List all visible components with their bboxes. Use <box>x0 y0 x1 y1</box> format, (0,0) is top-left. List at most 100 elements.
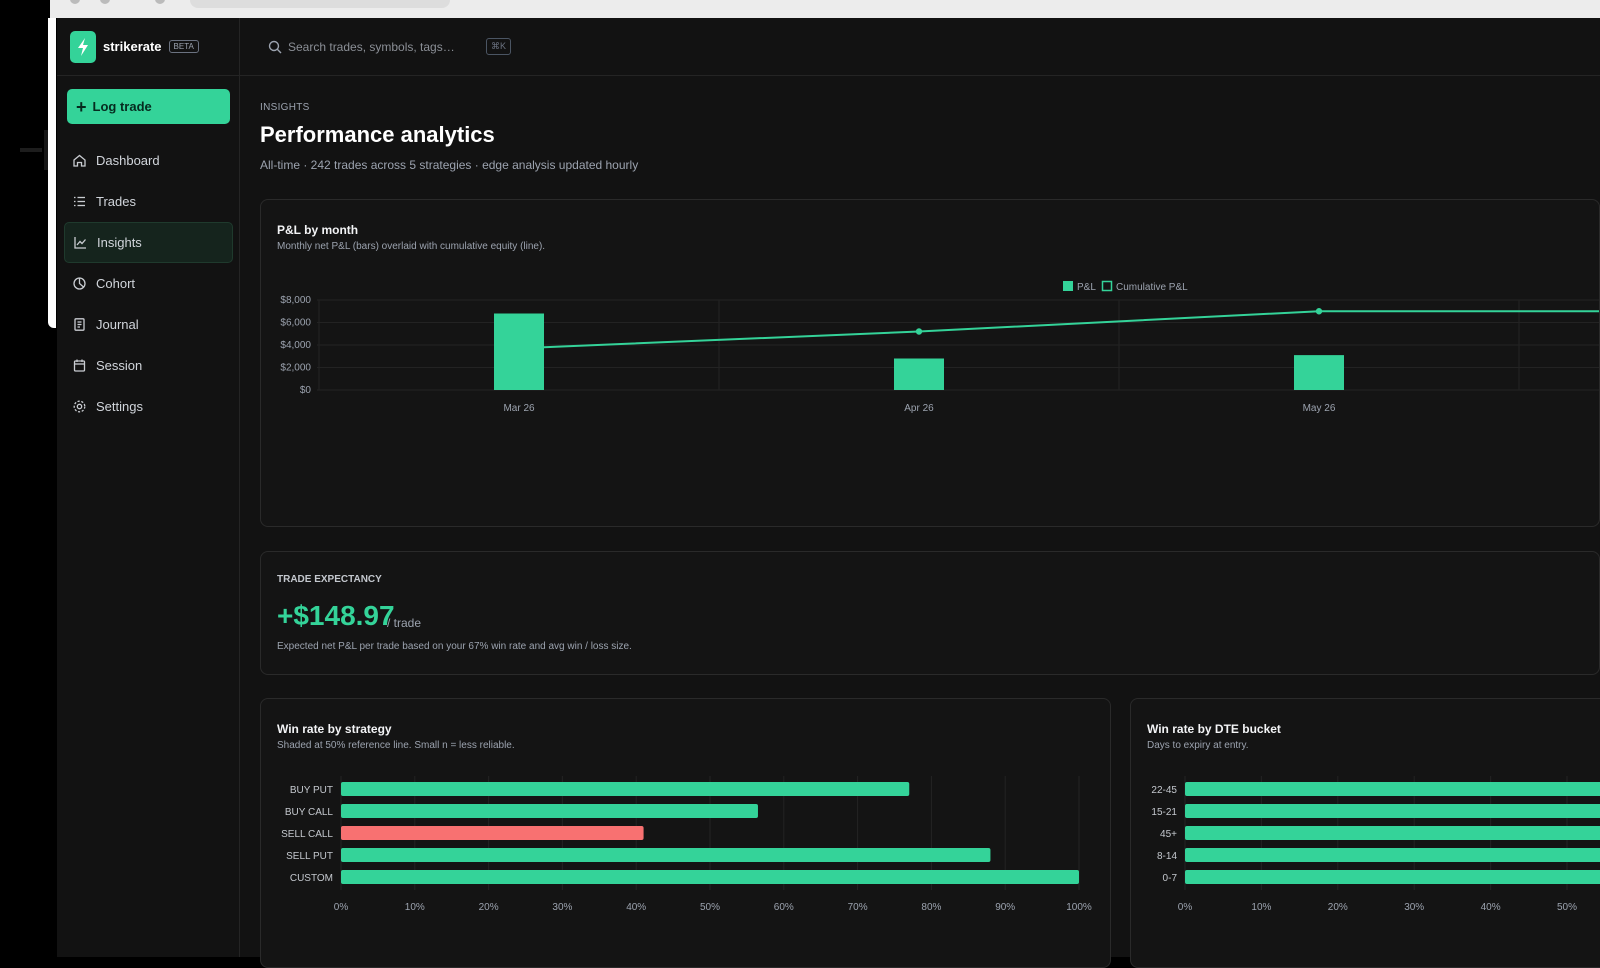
background-window-edge <box>48 18 56 328</box>
expectancy-note: Expected net P&L per trade based on your… <box>277 641 632 652</box>
y-category-label: SELL CALL <box>281 829 333 840</box>
win-rate-bar <box>1185 782 1600 796</box>
x-tick-label: 70% <box>848 902 868 913</box>
y-category-label: 45+ <box>1160 829 1177 840</box>
y-category-label: 22-45 <box>1151 785 1177 796</box>
cumulative-line <box>543 310 1599 349</box>
x-tick-label: 0% <box>1178 902 1193 913</box>
pie-icon <box>73 277 86 290</box>
browser-dot <box>155 0 165 4</box>
sidebar-item-label: Journal <box>96 317 139 332</box>
sidebar-item-session[interactable]: Session <box>64 345 233 386</box>
notebook-icon <box>74 318 85 331</box>
x-tick-label: 90% <box>995 902 1015 913</box>
win-rate-bar <box>341 848 991 862</box>
gear-icon <box>73 400 86 413</box>
page-title: Performance analytics <box>260 122 495 147</box>
win-rate-bar <box>341 870 1079 884</box>
y-tick-label: $2,000 <box>280 363 311 374</box>
list-icon <box>74 196 85 207</box>
log-trade-label: Log trade <box>92 99 152 114</box>
sidebar-nav: Dashboard Trades Insights Cohort Journal Sess… <box>64 140 233 427</box>
y-category-label: CUSTOM <box>290 873 333 884</box>
log-trade-button[interactable]: + Log trade <box>67 89 230 124</box>
y-category-label: 8-14 <box>1157 851 1177 862</box>
pnl-bar <box>494 313 544 390</box>
app-window: strikerate BETA + Log trade Dashboard Tra… <box>57 18 1600 968</box>
browser-chrome-strip <box>50 0 1600 18</box>
x-tick-label: 10% <box>1251 902 1271 913</box>
browser-dot <box>100 0 110 4</box>
win-rate-bar <box>1185 870 1600 884</box>
sidebar-item-label: Settings <box>96 399 143 414</box>
win-rate-bar <box>341 782 910 796</box>
pnl-bar <box>894 358 944 390</box>
x-tick-label: 40% <box>1481 902 1501 913</box>
y-tick-label: $4,000 <box>280 340 311 351</box>
x-tick-label: Apr 26 <box>904 403 934 414</box>
x-tick-label: 80% <box>921 902 941 913</box>
x-tick-label: 100% <box>1066 902 1092 913</box>
x-tick-label: 10% <box>405 902 425 913</box>
card-title: Win rate by strategy <box>277 722 392 736</box>
sidebar-item-label: Session <box>96 358 143 373</box>
sidebar-item-journal[interactable]: Journal <box>64 304 233 345</box>
plus-icon: + <box>76 96 87 117</box>
card-subtitle: Monthly net P&L (bars) overlaid with cum… <box>277 241 546 252</box>
sidebar-item-settings[interactable]: Settings <box>64 386 233 427</box>
home-icon <box>73 154 86 167</box>
page-eyebrow: INSIGHTS <box>260 102 310 113</box>
brand-name: strikerate <box>103 39 162 54</box>
sidebar-item-insights[interactable]: Insights <box>64 222 233 263</box>
x-tick-label: 60% <box>774 902 794 913</box>
y-category-label: 0-7 <box>1163 873 1178 884</box>
y-category-label: SELL PUT <box>286 851 333 862</box>
sidebar-item-trades[interactable]: Trades <box>64 181 233 222</box>
card-subtitle: Shaded at 50% reference line. Small n = … <box>277 740 515 751</box>
win-rate-bar <box>1185 848 1600 862</box>
calendar-icon <box>73 359 86 372</box>
legend-label: P&L <box>1077 282 1096 293</box>
x-tick-label: 0% <box>334 902 349 913</box>
cumulative-point <box>1315 308 1323 315</box>
sidebar-item-dashboard[interactable]: Dashboard <box>64 140 233 181</box>
x-tick-label: Mar 26 <box>503 403 535 414</box>
expectancy-unit: / trade <box>387 616 422 630</box>
win-rate-bar <box>341 804 758 818</box>
legend-swatch-cumulative <box>1101 280 1113 292</box>
cumulative-point <box>915 328 923 335</box>
brand[interactable]: strikerate BETA <box>57 18 239 76</box>
y-tick-label: $6,000 <box>280 318 311 329</box>
y-tick-label: $0 <box>300 385 312 396</box>
x-tick-label: May 26 <box>1303 403 1336 414</box>
bolt-logo-icon <box>70 30 96 63</box>
win-rate-by-strategy-card: Win rate by strategy Shaded at 50% refer… <box>260 698 1111 968</box>
search-icon <box>268 40 282 53</box>
search-input[interactable] <box>288 39 478 54</box>
x-tick-label: 40% <box>626 902 646 913</box>
legend-swatch-pnl <box>1063 281 1073 291</box>
y-category-label: BUY CALL <box>285 807 334 818</box>
sidebar-item-label: Cohort <box>96 276 136 291</box>
x-tick-label: 30% <box>552 902 572 913</box>
x-tick-label: 30% <box>1404 902 1424 913</box>
browser-address-bar[interactable] <box>190 0 450 8</box>
dte-chart: 0% 10% 20% 30% 40% 50% 22-45 15-21 45+ 8-14 0-7 <box>1151 776 1600 913</box>
x-tick-label: 20% <box>479 902 499 913</box>
win-rate-by-dte-card: Win rate by DTE bucket Days to expiry at… <box>1130 698 1600 968</box>
search-shortcut-badge: ⌘K <box>486 38 512 55</box>
pnl-chart: $8,000 $6,000 $4,000 $2,000 $0 Mar 26 Apr 26 Ma… <box>280 280 1599 414</box>
x-tick-label: 50% <box>1557 902 1577 913</box>
sidebar-item-label: Trades <box>96 194 136 209</box>
x-tick-label: 20% <box>1328 902 1348 913</box>
topbar: ⌘K <box>240 18 1600 76</box>
expectancy-label: TRADE EXPECTANCY <box>277 574 382 585</box>
sidebar-item-label: Insights <box>97 235 142 250</box>
win-rate-bar <box>341 826 644 840</box>
pnl-by-month-card: P&L by month Monthly net P&L (bars) over… <box>260 199 1600 527</box>
browser-dot <box>70 0 80 4</box>
y-category-label: 15-21 <box>1151 807 1177 818</box>
page-subtitle: All-time · 242 trades across 5 strategie… <box>260 158 639 172</box>
sidebar-item-cohort[interactable]: Cohort <box>64 263 233 304</box>
win-rate-bar <box>1185 826 1600 840</box>
